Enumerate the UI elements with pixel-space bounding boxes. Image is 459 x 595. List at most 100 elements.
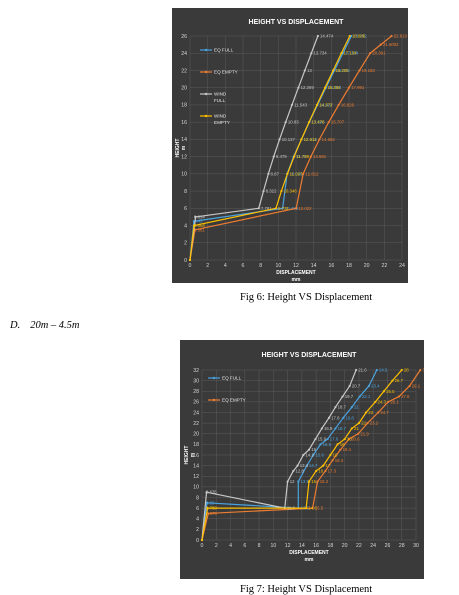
data-label: 14.652 (322, 137, 336, 142)
y-tick-label: 18 (181, 103, 187, 109)
data-point (327, 121, 330, 124)
y-tick-label: 12 (193, 474, 199, 480)
legend-label: EQ FULL (222, 376, 242, 381)
x-axis-unit: mm (305, 557, 314, 563)
data-label: 17.991 (351, 85, 365, 90)
x-tick-label: 10 (270, 543, 276, 549)
data-label: 22.819 (394, 34, 408, 39)
data-point (206, 507, 209, 510)
data-point (192, 224, 196, 227)
data-label: 0.454 (194, 223, 205, 228)
data-label: 25.5 (386, 389, 395, 394)
data-point (311, 507, 314, 510)
series-line (201, 369, 403, 541)
data-label: 17.3 (328, 468, 337, 473)
data-point (367, 384, 371, 388)
y-tick-label: 2 (184, 241, 187, 247)
y-axis-label: HEIGHT (175, 139, 181, 158)
data-label: 13.506 (312, 120, 326, 125)
section-heading: D. 20m – 4.5m (10, 320, 80, 331)
x-tick-label: 24 (399, 263, 405, 269)
data-point (334, 427, 337, 430)
data-point (205, 501, 209, 504)
data-label: 20.391 (372, 51, 386, 56)
x-tick-label: 14 (299, 543, 305, 549)
data-point (314, 437, 317, 441)
data-label: 17.308 (345, 51, 359, 56)
x-tick-label: 22 (356, 543, 362, 549)
data-label: 24.3 (378, 399, 387, 404)
data-label: 0.788 (206, 506, 217, 511)
data-point (316, 34, 319, 38)
y-tick-label: 20 (181, 85, 187, 91)
x-tick-label: 20 (364, 263, 370, 269)
data-label: 0.69 (206, 500, 215, 505)
data-label: 7.781 (261, 206, 272, 211)
data-label: 13.478 (311, 120, 325, 125)
data-point (297, 480, 300, 483)
data-point (369, 52, 372, 55)
data-label: 15.707 (331, 120, 345, 125)
data-point (296, 464, 299, 467)
data-point (354, 368, 358, 372)
series-line (201, 369, 378, 541)
data-point (194, 215, 197, 219)
x-tick-label: 0 (189, 263, 192, 269)
data-point (340, 52, 343, 55)
data-point (390, 34, 393, 38)
data-point (310, 52, 313, 55)
data-point (284, 121, 287, 124)
y-axis-unit: m (190, 452, 196, 457)
figure-6-chart: HEIGHT VS DISPLACEMENT 0 2 4 6 8 10 12 14 16 18 20 2… (172, 8, 408, 283)
data-point (331, 459, 334, 462)
legend-label: EMPTY (214, 120, 230, 125)
data-point (419, 368, 422, 372)
data-point (342, 416, 345, 419)
section-number: D. (10, 320, 21, 331)
data-point (290, 103, 294, 107)
data-label: 11.788 (296, 154, 309, 159)
data-point (320, 427, 323, 430)
data-label: 16.826 (341, 102, 355, 107)
data-label: 29.1 (412, 383, 421, 388)
data-label: 10.83 (288, 120, 299, 125)
data-label: 16.205 (335, 68, 349, 73)
y-tick-label: 4 (184, 223, 187, 229)
data-point (350, 34, 353, 38)
x-tick-label: 4 (224, 263, 227, 269)
y-tick-label: 8 (196, 495, 199, 501)
data-point (357, 432, 360, 435)
figure-7-svg: HEIGHT VS DISPLACEMENT024681012141618202… (184, 352, 424, 563)
data-label: 10.489 (285, 206, 299, 211)
x-axis-label: DISPLACEMENT (276, 270, 315, 276)
data-point (280, 189, 283, 193)
data-point (319, 443, 322, 446)
data-label: 9.479 (276, 154, 287, 159)
data-label: 23 (368, 410, 373, 415)
x-tick-label: 6 (242, 263, 245, 269)
data-label: 0.45 (194, 219, 203, 224)
data-point (316, 480, 319, 483)
y-tick-label: 30 (193, 378, 199, 384)
data-point (343, 437, 346, 441)
data-label: 13.734 (314, 51, 328, 56)
x-tick-label: 2 (215, 543, 218, 549)
legend-marker (204, 92, 208, 96)
legend-label: EQ EMPTY (214, 70, 238, 75)
data-label: 14.437 (320, 102, 334, 107)
x-tick-label: 24 (370, 543, 376, 549)
data-point (341, 52, 344, 55)
data-label: 16.8 (324, 426, 333, 431)
data-label: 12.812 (305, 171, 319, 176)
data-label: 12 (290, 479, 295, 484)
data-label: 19.4 (343, 447, 352, 452)
y-tick-label: 6 (184, 206, 187, 212)
data-label: 11.027 (290, 171, 303, 176)
data-label: 8.87 (271, 171, 280, 176)
y-tick-label: 14 (193, 463, 199, 469)
data-label: 21.6 (358, 368, 367, 373)
data-point (322, 464, 325, 467)
data-label: 9.731 (278, 206, 289, 211)
legend-label: EQ EMPTY (222, 398, 246, 403)
data-point (387, 400, 390, 403)
